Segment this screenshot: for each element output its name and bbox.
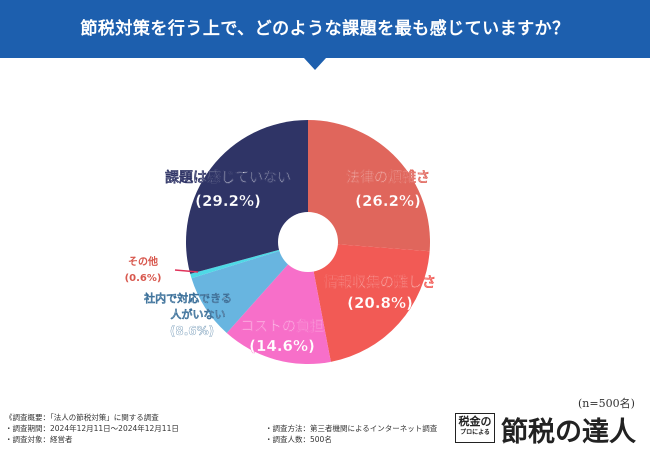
slice-label-3-line2: 人がいない: [171, 307, 226, 321]
sample-size: (n=500名): [578, 397, 635, 410]
other-leader-line: [174, 269, 199, 273]
chart-title: 節税対策を行う上で、どのような課題を最も感じていますか？: [80, 19, 570, 39]
slice-value-5: (29.2%): [195, 192, 261, 210]
slice-value-4: (0.6%): [125, 273, 162, 284]
logo-badge: 税金の プロによる: [455, 413, 495, 443]
pie-slice-0: [308, 120, 430, 252]
survey-count: ・調査人数：500名: [265, 435, 332, 444]
slice-label-4: その他: [128, 255, 158, 268]
logo-badge-line1: 税金の: [458, 415, 492, 428]
header-bar: [0, 0, 650, 58]
slice-value-2: (14.6%): [249, 337, 315, 355]
brand-logo: 税金の プロによる 節税の達人: [455, 410, 645, 448]
slice-label-1: 情報収集の難しさ: [324, 274, 436, 291]
pie-slice-4: [190, 242, 308, 279]
slice-label-3-line1: 社内で対応できる: [143, 291, 232, 305]
pie-slice-1: [308, 242, 430, 362]
pie-slice-3: [191, 242, 308, 333]
header-pointer: [304, 58, 326, 70]
slice-value-1: (20.8%): [347, 294, 413, 312]
slice-label-2: コストの負担: [240, 318, 324, 335]
survey-method: ・調査方法：第三者機関によるインターネット調査: [265, 424, 438, 433]
slice-value-3: (8.6%): [170, 324, 214, 338]
pie-slice-5: [185, 119, 308, 274]
slice-label-5: 課題は感じていない: [165, 169, 291, 186]
pie-slice-2: [226, 242, 331, 364]
slice-value-0: (26.2%): [355, 192, 421, 210]
slice-label-0: 法律の煩雑さ: [346, 169, 430, 186]
logo-text: 節税の達人: [501, 417, 636, 448]
donut-hole: [278, 212, 338, 272]
survey-target: ・調査対象：経営者: [5, 435, 73, 444]
survey-overview: 《調査概要：「法人の節税対策」に関する調査: [5, 413, 159, 422]
logo-badge-line2: プロによる: [460, 429, 490, 436]
survey-period: ・調査期間：2024年12月11日〜2024年12月11日: [5, 424, 179, 433]
